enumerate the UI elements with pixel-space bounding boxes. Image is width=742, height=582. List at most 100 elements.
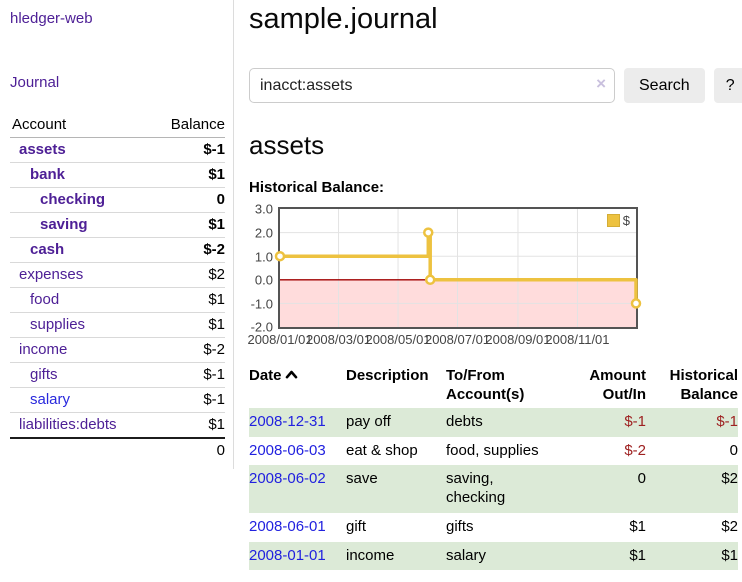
sidebar-item-journal[interactable]: Journal bbox=[10, 74, 59, 91]
account-balance: $1 bbox=[151, 313, 225, 338]
account-link-saving[interactable]: saving bbox=[40, 216, 88, 233]
account-link-salary[interactable]: salary bbox=[30, 391, 70, 408]
register-row: 2008-06-02 save saving, checking 0 $2 bbox=[249, 465, 738, 513]
register-table: Date Description To/From Account(s) Amou… bbox=[249, 364, 738, 570]
accounts-total-row: 0 bbox=[10, 438, 225, 463]
account-row: saving $1 bbox=[10, 213, 225, 238]
search-input[interactable] bbox=[249, 68, 615, 103]
chart-title: Historical Balance: bbox=[249, 179, 742, 196]
account-link-income[interactable]: income bbox=[19, 341, 67, 358]
account-balance: $1 bbox=[151, 213, 225, 238]
register-row: 2008-06-03 eat & shop food, supplies $-2… bbox=[249, 437, 738, 466]
transaction-date-link[interactable]: 2008-12-31 bbox=[249, 413, 326, 430]
accounts-total-value: 0 bbox=[10, 438, 225, 463]
register-row: 2008-01-01 income salary $1 $1 bbox=[249, 542, 738, 571]
transaction-balance: $2 bbox=[646, 513, 738, 542]
chart-legend: $ bbox=[605, 212, 632, 229]
y-axis-tick-label: 1.0 bbox=[255, 249, 273, 264]
transaction-accounts: debts bbox=[446, 408, 566, 437]
transaction-description: gift bbox=[346, 513, 446, 542]
transaction-date-link[interactable]: 2008-06-02 bbox=[249, 470, 326, 487]
account-balance: $-2 bbox=[151, 238, 225, 263]
column-header-date[interactable]: Date bbox=[249, 364, 346, 408]
chart-svg bbox=[280, 209, 636, 327]
account-link-liabilities-debts[interactable]: liabilities:debts bbox=[19, 416, 117, 433]
data-point-marker bbox=[426, 276, 434, 284]
account-link-food[interactable]: food bbox=[30, 291, 59, 308]
transaction-description: eat & shop bbox=[346, 437, 446, 466]
account-row: salary $-1 bbox=[10, 388, 225, 413]
x-axis-tick-label: 2008/09/01 bbox=[485, 332, 550, 347]
x-axis-tick-label: 2008/11/01 bbox=[545, 332, 609, 347]
account-row: bank $1 bbox=[10, 163, 225, 188]
column-header-accounts: To/From Account(s) bbox=[446, 364, 566, 408]
transaction-balance: 0 bbox=[646, 437, 738, 466]
data-point-marker bbox=[424, 229, 432, 237]
account-row: food $1 bbox=[10, 288, 225, 313]
search-form: × Search ? bbox=[249, 68, 742, 103]
chart-x-labels: 2008/01/012008/03/012008/05/012008/07/01… bbox=[278, 329, 638, 347]
transaction-balance: $1 bbox=[646, 542, 738, 571]
account-balance: $2 bbox=[151, 263, 225, 288]
account-link-gifts[interactable]: gifts bbox=[30, 366, 58, 383]
sidebar: hledger-web Journal Account Balance asse… bbox=[0, 0, 234, 469]
search-box: × bbox=[249, 68, 615, 103]
transaction-balance: $-1 bbox=[646, 408, 738, 437]
transaction-description: save bbox=[346, 465, 446, 513]
account-row: liabilities:debts $1 bbox=[10, 413, 225, 439]
y-axis-tick-label: 2.0 bbox=[255, 225, 273, 240]
x-axis-tick-label: 2008/03/01 bbox=[306, 332, 371, 347]
transaction-date-link[interactable]: 2008-06-03 bbox=[249, 442, 326, 459]
transaction-balance: $2 bbox=[646, 465, 738, 513]
app-title-link[interactable]: hledger-web bbox=[10, 10, 93, 27]
transaction-amount: 0 bbox=[566, 465, 646, 513]
column-header-amount: Amount Out/In bbox=[566, 364, 646, 408]
account-balance: $-1 bbox=[151, 138, 225, 163]
y-axis-tick-label: 0.0 bbox=[255, 273, 273, 288]
account-link-cash[interactable]: cash bbox=[30, 241, 64, 258]
transaction-accounts: gifts bbox=[446, 513, 566, 542]
account-link-checking[interactable]: checking bbox=[40, 191, 105, 208]
account-balance: $-2 bbox=[151, 338, 225, 363]
account-balance: 0 bbox=[151, 188, 225, 213]
account-row: assets $-1 bbox=[10, 138, 225, 163]
y-axis-tick-label: -1.0 bbox=[251, 296, 273, 311]
account-row: checking 0 bbox=[10, 188, 225, 213]
account-balance: $-1 bbox=[151, 388, 225, 413]
main-content: sample.journal × Search ? assets Histori… bbox=[234, 0, 742, 570]
accounts-table-header: Account Balance bbox=[10, 113, 225, 138]
account-row: expenses $2 bbox=[10, 263, 225, 288]
account-link-assets[interactable]: assets bbox=[19, 141, 66, 158]
historical-balance-chart: 3.02.01.00.0-1.0-2.0 $ 2008/01/012008/03… bbox=[249, 207, 669, 347]
x-axis-tick-label: 2008/01/01 bbox=[247, 332, 312, 347]
column-header-description: Description bbox=[346, 364, 446, 408]
register-header-row: Date Description To/From Account(s) Amou… bbox=[249, 364, 738, 408]
help-button[interactable]: ? bbox=[714, 68, 742, 103]
data-point-marker bbox=[276, 253, 284, 261]
transaction-date-link[interactable]: 2008-01-01 bbox=[249, 547, 326, 564]
account-link-expenses[interactable]: expenses bbox=[19, 266, 83, 283]
clear-search-icon[interactable]: × bbox=[596, 75, 606, 92]
account-balance: $1 bbox=[151, 163, 225, 188]
account-row: income $-2 bbox=[10, 338, 225, 363]
hledger-web-page: hledger-web Journal Account Balance asse… bbox=[0, 0, 742, 582]
accounts-table: Account Balance assets $-1 bank $1 check… bbox=[10, 113, 225, 463]
search-button[interactable]: Search bbox=[624, 68, 705, 103]
y-axis-tick-label: 3.0 bbox=[255, 202, 273, 217]
account-row: cash $-2 bbox=[10, 238, 225, 263]
account-balance: $-1 bbox=[151, 363, 225, 388]
account-row: gifts $-1 bbox=[10, 363, 225, 388]
account-page-title: assets bbox=[249, 130, 742, 161]
accounts-header-account: Account bbox=[10, 113, 151, 138]
transaction-date-link[interactable]: 2008-06-01 bbox=[249, 518, 326, 535]
register-row: 2008-06-01 gift gifts $1 $2 bbox=[249, 513, 738, 542]
transaction-amount: $1 bbox=[566, 513, 646, 542]
account-link-bank[interactable]: bank bbox=[30, 166, 65, 183]
account-balance: $1 bbox=[151, 288, 225, 313]
account-link-supplies[interactable]: supplies bbox=[30, 316, 85, 333]
account-balance: $1 bbox=[151, 413, 225, 439]
page-title: sample.journal bbox=[249, 3, 742, 36]
transaction-amount: $-2 bbox=[566, 437, 646, 466]
chart-plot: $ bbox=[278, 207, 638, 329]
sort-ascending-icon bbox=[285, 370, 298, 379]
